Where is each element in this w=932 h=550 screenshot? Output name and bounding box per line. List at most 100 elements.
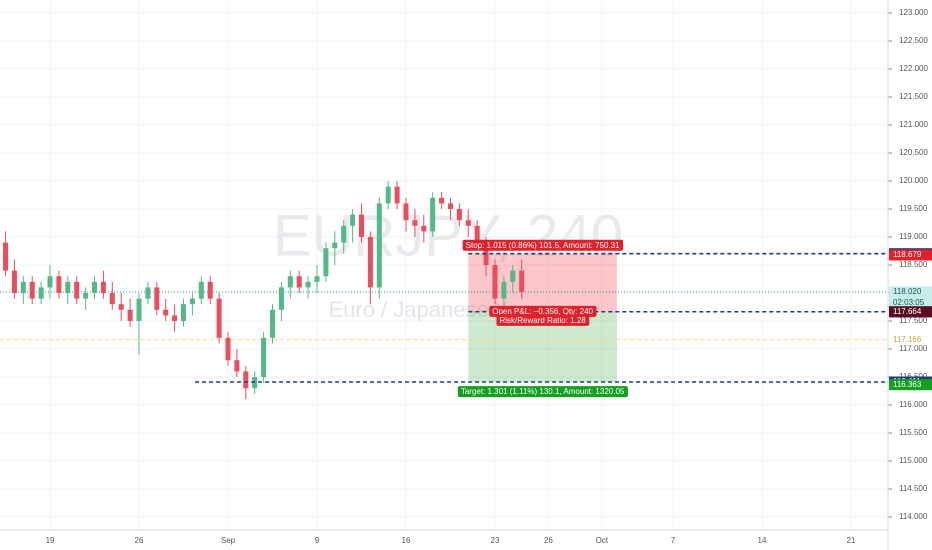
price-label-bg	[889, 379, 932, 391]
y-tick-label: 114.500	[899, 484, 928, 493]
x-tick-label: 23	[491, 536, 500, 545]
candle-body	[136, 298, 142, 322]
candle-body	[216, 298, 222, 338]
y-tick-label: 121.500	[899, 92, 928, 101]
candle-body	[314, 276, 320, 282]
candle-body	[145, 287, 151, 299]
candle-body	[261, 337, 267, 378]
candle-body	[65, 281, 71, 294]
candle-body	[243, 371, 249, 389]
y-tick-label: 123.000	[899, 8, 928, 17]
candle-body	[332, 242, 338, 249]
candle-body	[92, 281, 98, 294]
y-tick-label: 120.500	[899, 148, 928, 157]
watermark-title: EURJPY, 240	[273, 203, 623, 268]
candle-body	[100, 281, 106, 294]
y-tick-label: 117.500	[899, 316, 928, 325]
y-tick-label: 118.500	[899, 260, 928, 269]
candle-body	[198, 281, 204, 299]
candle-body	[350, 214, 356, 226]
candle-body	[412, 220, 418, 226]
pnl-label: Open P&L: −0.356, Qty: 240	[492, 307, 593, 316]
candle-body	[394, 186, 400, 204]
candle-body	[154, 287, 160, 310]
candle-body	[3, 242, 9, 271]
candle-body	[56, 276, 62, 294]
candle-body	[519, 270, 525, 292]
candle-body	[474, 225, 480, 243]
target-label: Target: 1.301 (1.11%) 130.1, Amount: 132…	[461, 387, 625, 396]
candle-body	[341, 225, 347, 243]
candle-body	[109, 293, 115, 305]
candle-body	[359, 214, 365, 237]
rr-label: Risk/Reward Ratio: 1.28	[499, 316, 586, 325]
y-tick-label: 115.000	[899, 456, 928, 465]
candle-body	[287, 276, 293, 288]
rr-label-bg	[496, 314, 590, 326]
candle-body	[278, 287, 284, 310]
candle-body	[305, 281, 311, 288]
y-tick-label: 117.000	[899, 344, 928, 353]
candle-body	[47, 276, 53, 288]
candle-body	[11, 270, 17, 294]
candle-body	[296, 276, 302, 288]
x-tick-label: Sep	[221, 536, 236, 545]
y-tick-label: 116.000	[899, 400, 928, 409]
candle-body	[456, 208, 462, 221]
pnl-label-bg	[489, 305, 597, 317]
candle-body	[234, 360, 240, 372]
candle-body	[501, 281, 507, 299]
candle-body	[74, 281, 80, 299]
candle-body	[118, 304, 124, 310]
candle-body	[181, 304, 187, 322]
y-tick-label: 122.500	[899, 36, 928, 45]
price-label-bg	[889, 334, 932, 346]
x-tick-label: 9	[315, 536, 320, 545]
candle-body	[323, 248, 329, 277]
candle-body	[403, 203, 409, 221]
x-tick-label: Oct	[596, 536, 609, 545]
x-tick-label: 14	[758, 536, 767, 545]
candle-body	[189, 298, 195, 305]
y-tick-label: 114.000	[899, 512, 928, 521]
candle-body	[367, 236, 373, 288]
price-label: 118.679	[893, 250, 922, 259]
countdown: 02:03:05	[893, 298, 925, 307]
x-tick-label: 16	[402, 536, 411, 545]
candle-body	[510, 270, 516, 282]
candle-body	[439, 197, 445, 204]
candle-body	[430, 197, 436, 232]
candle-body	[376, 203, 382, 288]
target-label-bg	[457, 386, 628, 398]
candle-body	[172, 315, 178, 322]
price-label-bg	[889, 286, 932, 298]
x-tick-label: 19	[46, 536, 55, 545]
countdown-bg	[889, 297, 932, 309]
candle-body	[385, 186, 391, 204]
x-tick-label: 26	[544, 536, 553, 545]
candle-body	[421, 225, 427, 232]
candle-body	[225, 337, 231, 361]
x-tick-label: 21	[847, 536, 856, 545]
price-label-bg	[889, 306, 932, 318]
y-tick-label: 122.000	[899, 64, 928, 73]
candle-body	[447, 203, 453, 209]
candle-body	[20, 281, 26, 294]
y-tick-label: 115.500	[899, 428, 928, 437]
x-tick-label: 26	[135, 536, 144, 545]
candle-body	[38, 287, 44, 299]
x-tick-label: 7	[671, 536, 676, 545]
price-label-bg	[889, 249, 932, 261]
stop-label: Stop: 1.015 (0.86%) 101.5, Amount: 750.3…	[466, 241, 620, 250]
candle-body	[127, 309, 133, 322]
candle-body	[83, 293, 89, 299]
y-tick-label: 121.000	[899, 120, 928, 129]
price-label: 117.664	[893, 307, 922, 316]
y-tick-label: 119.500	[899, 204, 928, 213]
price-label: 117.166	[893, 335, 922, 344]
candle-body	[207, 281, 213, 299]
y-tick-label: 119.000	[899, 232, 928, 241]
candle-body	[270, 309, 276, 338]
candle-body	[163, 309, 169, 316]
